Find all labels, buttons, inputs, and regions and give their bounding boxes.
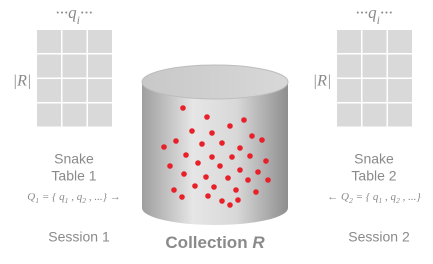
item-dot [195, 160, 201, 166]
item-dot [203, 174, 209, 180]
item-dot [209, 130, 215, 136]
query-label-part: ··· [380, 3, 393, 22]
diagram: ···qi···|R|SnakeTable 1Q1 = { q1 , q2 , … [0, 0, 433, 264]
item-dot [253, 189, 259, 195]
table-cell [88, 104, 112, 127]
collection-label: Collection R [165, 233, 265, 252]
table-cell [63, 104, 87, 127]
table-title: Table 2 [351, 168, 396, 184]
table-cell [363, 79, 387, 102]
item-dot [259, 137, 265, 143]
query-set-part: , ...} [400, 191, 422, 203]
table-cell [37, 30, 61, 53]
item-dot [235, 197, 241, 203]
item-dot [204, 114, 210, 120]
table-cell [388, 55, 412, 78]
table-cell [63, 55, 87, 78]
table-cell [337, 79, 361, 102]
item-dot [171, 187, 177, 193]
item-dot [183, 152, 189, 158]
table-title: Table 1 [51, 168, 96, 184]
item-dot [173, 138, 179, 144]
item-dot [217, 163, 223, 169]
table-cell [363, 30, 387, 53]
size-label: |R| [13, 73, 32, 90]
item-dot [265, 177, 271, 183]
item-dot [211, 184, 217, 190]
table-cell [63, 79, 87, 102]
item-dot [247, 153, 253, 159]
query-label: ···qi··· [355, 3, 392, 27]
collection-label-part: Collection [165, 233, 252, 252]
item-dot [219, 140, 225, 146]
item-dot [233, 187, 239, 193]
session: Session 2 [348, 229, 410, 245]
table-cell [63, 30, 87, 53]
query-set-part: , q [68, 191, 82, 203]
table-cell [363, 55, 387, 78]
table-cell [88, 30, 112, 53]
table-cell [88, 55, 112, 78]
item-dot [249, 133, 255, 139]
query-label-part: ···q [355, 3, 377, 22]
item-dot [255, 169, 261, 175]
query-set-part: = { q [353, 191, 379, 203]
collection-label-part: R [252, 233, 265, 252]
item-dot [237, 167, 243, 173]
table-cell [388, 30, 412, 53]
table-cell [37, 79, 61, 102]
query-set: Q1 = { q1 , q2 , ...} → [27, 191, 120, 206]
item-dot [227, 202, 233, 208]
table-cell [337, 55, 361, 78]
table-cell [363, 104, 387, 127]
item-dot [219, 198, 225, 204]
query-set-part: , q [382, 191, 396, 203]
item-dot [189, 128, 195, 134]
item-dot [199, 141, 205, 147]
item-dot [229, 154, 235, 160]
item-dot [205, 193, 211, 199]
query-label: ···qi··· [55, 3, 92, 27]
table-title: Snake [354, 151, 394, 167]
table-cell [37, 104, 61, 127]
query-set-part: ← Q [327, 191, 349, 203]
item-dot [245, 177, 251, 183]
item-dot [237, 145, 243, 151]
item-dot [161, 144, 167, 150]
table-cell [337, 30, 361, 53]
size-label: |R| [313, 73, 332, 90]
query-label-part: ···q [55, 3, 77, 22]
item-dot [225, 175, 231, 181]
table-cell [388, 79, 412, 102]
table-title: Snake [54, 151, 94, 167]
session: Session 1 [48, 229, 110, 245]
item-dot [180, 105, 186, 111]
item-dot [179, 194, 185, 200]
query-set-part: , ...} → [86, 191, 121, 203]
item-dot [227, 123, 233, 129]
item-dot [181, 171, 187, 177]
item-dot [167, 163, 173, 169]
item-dot [209, 154, 215, 160]
item-dot [241, 117, 247, 123]
item-dot [263, 158, 269, 164]
query-set: ← Q2 = { q1 , q2 , ...} [327, 191, 421, 206]
query-label-part: ··· [80, 3, 93, 22]
query-set-part: = { q [39, 191, 65, 203]
table-cell [337, 104, 361, 127]
table-cell [388, 104, 412, 127]
table-cell [88, 79, 112, 102]
table-cell [37, 55, 61, 78]
item-dot [192, 183, 198, 189]
query-set-part: Q [27, 191, 35, 203]
